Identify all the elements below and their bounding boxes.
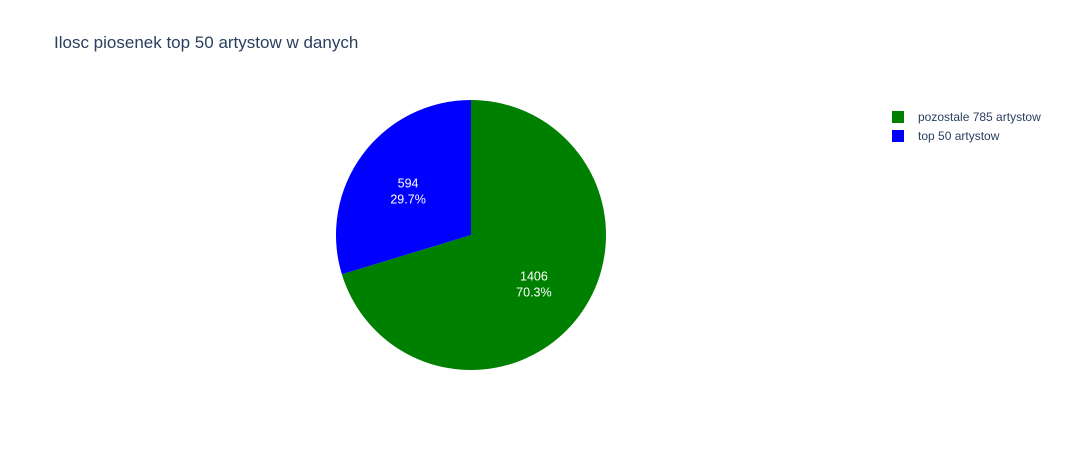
pie-slice-0[interactable] [341, 100, 606, 370]
legend-swatch [892, 110, 904, 123]
legend-label: top 50 artystow [918, 128, 1000, 143]
pie-slice-value-label: 594 [398, 176, 419, 190]
legend-item-pozostale[interactable]: pozostale 785 artystow [892, 107, 1041, 126]
legend-item-top-50[interactable]: top 50 artystow [892, 126, 1041, 145]
pie-slice-1[interactable] [335, 100, 471, 275]
pie-slice-value-label: 1406 [520, 270, 548, 284]
pie-slice-labels: 1406 70.3% 594 29.7% [390, 176, 551, 299]
pie-slice-percent-label: 29.7% [390, 192, 425, 206]
legend: pozostale 785 artystow top 50 artystow [892, 107, 1041, 145]
legend-swatch [892, 129, 904, 142]
pie-slices [335, 100, 606, 370]
legend-label: pozostale 785 artystow [918, 109, 1041, 124]
chart-title: Ilosc piosenek top 50 artystow w danych [54, 33, 359, 52]
pie-slice-percent-label: 70.3% [516, 286, 551, 300]
